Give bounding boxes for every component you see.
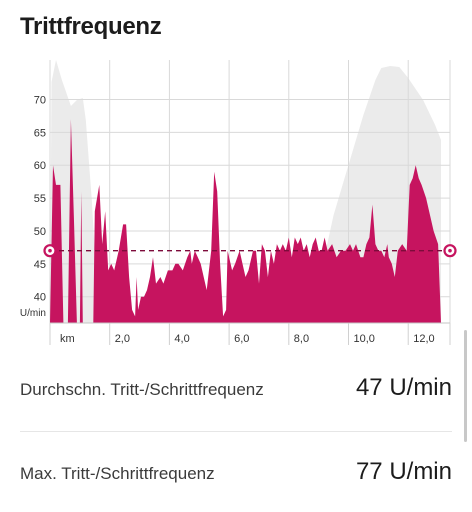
x-tick-label: 4,0 [174, 333, 189, 345]
average-marker-start-dot [48, 248, 52, 253]
y-tick-label: 40 [34, 292, 46, 304]
x-axis-label: km [60, 333, 75, 345]
y-axis-label: U/min [20, 308, 46, 319]
y-tick-label: 55 [34, 193, 46, 205]
stat-max-cadence: Max. Tritt-/Schrittfrequenz 77 U/min [20, 454, 452, 494]
stat-avg-cadence-value: 47 U/min [355, 374, 452, 401]
x-tick-label: 8,0 [294, 333, 309, 345]
x-tick-label: 6,0 [234, 333, 249, 345]
stat-avg-cadence: Durchschn. Tritt-/Schrittfrequenz 47 U/m… [20, 370, 452, 410]
stat-max-cadence-value: 77 U/min [355, 458, 452, 485]
cadence-chart: 70 65 60 55 50 45 40 U/min km 2,0 4,0 6,0 8,0 10,0 12,… [20, 60, 457, 345]
page-title: Trittfrequenz [20, 13, 162, 40]
scrollbar[interactable] [464, 330, 467, 442]
cadence-area [50, 119, 441, 323]
y-tick-label: 50 [34, 226, 46, 238]
y-tick-label: 60 [34, 160, 46, 172]
x-tick-label: 10,0 [354, 333, 375, 345]
y-tick-label: 45 [34, 259, 46, 271]
stat-avg-cadence-label: Durchschn. Tritt-/Schrittfrequenz [20, 380, 264, 399]
stat-max-cadence-label: Max. Tritt-/Schrittfrequenz [20, 464, 215, 483]
divider [20, 431, 452, 432]
x-tick-label: 12,0 [413, 333, 434, 345]
y-tick-label: 65 [34, 127, 46, 139]
average-marker-end-dot [448, 248, 452, 253]
y-tick-label: 70 [34, 94, 46, 106]
x-tick-label: 2,0 [115, 333, 130, 345]
